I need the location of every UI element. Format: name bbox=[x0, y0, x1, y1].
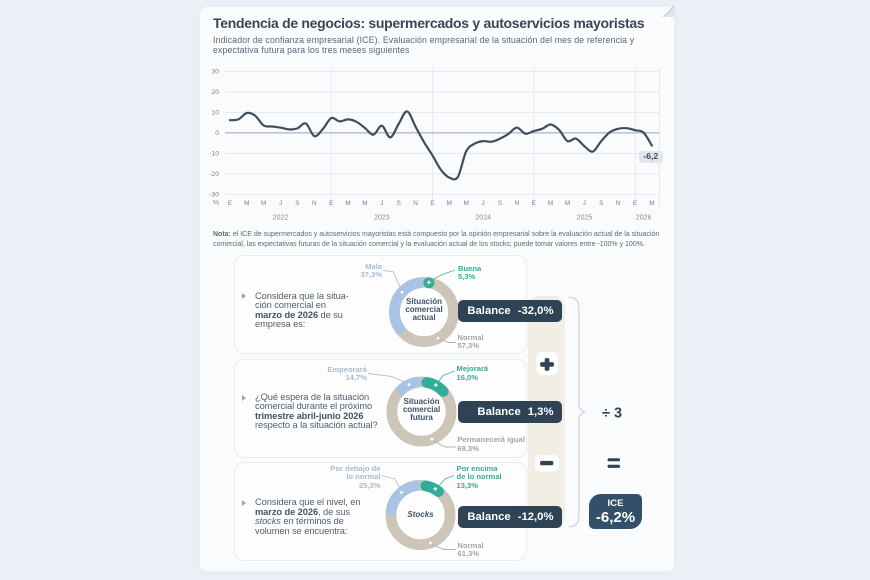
svg-text:10: 10 bbox=[211, 110, 219, 117]
svg-text:2024: 2024 bbox=[475, 215, 491, 222]
svg-text:E: E bbox=[329, 200, 333, 207]
svg-text:÷ 3: ÷ 3 bbox=[602, 406, 622, 422]
svg-text:%: % bbox=[213, 199, 219, 206]
svg-text:S: S bbox=[397, 200, 401, 207]
svg-text:20: 20 bbox=[211, 89, 219, 96]
svg-text:30: 30 bbox=[211, 69, 219, 76]
svg-text:N: N bbox=[413, 200, 418, 207]
svg-text:M: M bbox=[447, 200, 452, 207]
svg-text:E: E bbox=[228, 200, 232, 207]
svg-text:2026: 2026 bbox=[636, 215, 652, 222]
svg-text:N: N bbox=[515, 200, 520, 207]
svg-text:J: J bbox=[481, 200, 484, 207]
svg-text:M: M bbox=[649, 200, 654, 207]
svg-text:M: M bbox=[244, 200, 249, 207]
svg-text:E: E bbox=[532, 200, 536, 207]
svg-text:S: S bbox=[295, 200, 299, 207]
svg-text:M: M bbox=[565, 200, 570, 207]
svg-text:N: N bbox=[616, 200, 621, 207]
svg-text:J: J bbox=[583, 200, 586, 207]
svg-text:S: S bbox=[498, 200, 502, 207]
svg-text:J: J bbox=[380, 200, 383, 207]
svg-text:-20: -20 bbox=[209, 171, 219, 178]
svg-text:N: N bbox=[312, 200, 317, 207]
svg-text:M: M bbox=[362, 200, 367, 207]
svg-text:2025: 2025 bbox=[577, 215, 593, 222]
svg-text:0: 0 bbox=[215, 130, 219, 137]
svg-text:M: M bbox=[345, 200, 350, 207]
svg-text:-30: -30 bbox=[209, 192, 219, 199]
svg-text:S: S bbox=[599, 200, 603, 207]
svg-text:J: J bbox=[279, 200, 282, 207]
svg-text:2023: 2023 bbox=[374, 215, 390, 222]
svg-text:M: M bbox=[261, 200, 266, 207]
svg-text:2022: 2022 bbox=[273, 215, 289, 222]
svg-text:M: M bbox=[548, 200, 553, 207]
svg-text:E: E bbox=[430, 200, 434, 207]
svg-text:E: E bbox=[633, 200, 637, 207]
svg-text:-10: -10 bbox=[209, 151, 219, 158]
svg-text:M: M bbox=[464, 200, 469, 207]
